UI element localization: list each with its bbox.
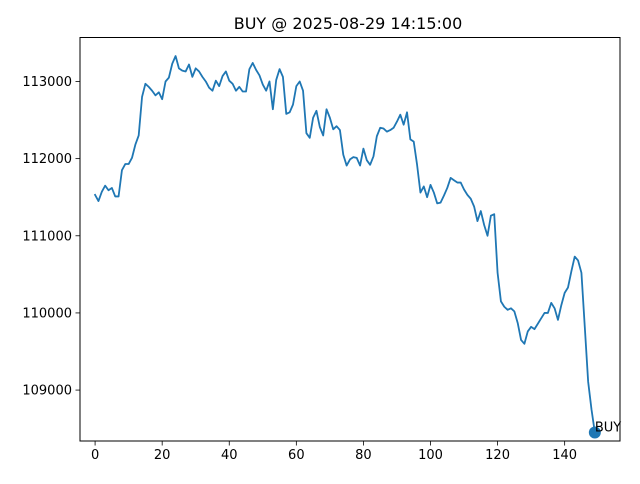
x-tick-label: 100 [418, 448, 443, 463]
x-tick-label: 20 [154, 448, 171, 463]
chart-title: BUY @ 2025-08-29 14:15:00 [234, 14, 463, 33]
y-tick-label: 113000 [22, 75, 72, 90]
price-line [93, 55, 596, 434]
y-tick-label: 110000 [22, 306, 72, 321]
x-tick-label: 80 [355, 448, 372, 463]
x-tick-label: 140 [552, 448, 577, 463]
x-tick-label: 0 [91, 448, 99, 463]
buy-marker [588, 426, 601, 439]
buy-label: BUY [595, 421, 621, 436]
x-tick-label: 120 [485, 448, 510, 463]
x-tick-label: 60 [288, 448, 305, 463]
y-tick-label: 109000 [22, 384, 72, 399]
y-tick-label: 111000 [22, 229, 72, 244]
x-tick-label: 40 [221, 448, 238, 463]
axes-frame [79, 37, 621, 442]
y-tick-label: 112000 [22, 152, 72, 167]
plot-area: 0 20 40 60 80 100 120 140 109000 110000 111000 1120… [22, 55, 621, 463]
